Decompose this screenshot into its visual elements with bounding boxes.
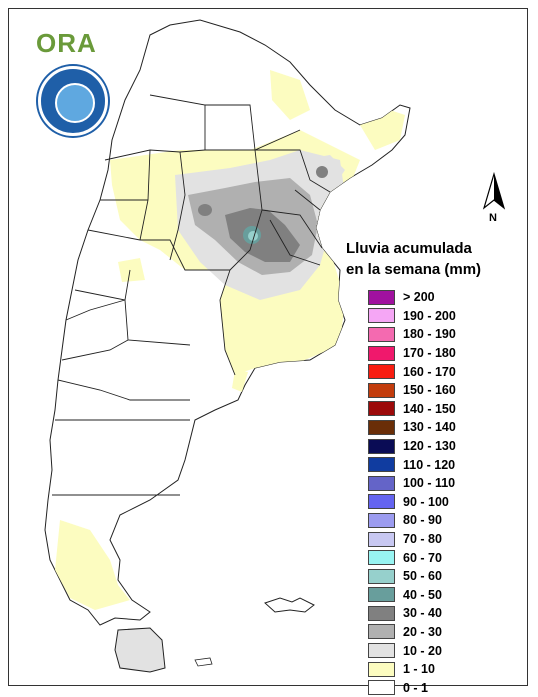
legend-label: 60 - 70 — [403, 550, 442, 565]
ora-logo: ORA — [36, 28, 97, 58]
legend-item: 10 - 20 — [368, 641, 518, 660]
legend-item: 40 - 50 — [368, 586, 518, 605]
legend-label: 170 - 180 — [403, 346, 456, 361]
legend-swatch — [368, 550, 395, 566]
legend-item: 1 - 10 — [368, 660, 518, 679]
legend-swatch — [368, 624, 395, 640]
legend-item: 160 - 170 — [368, 362, 518, 381]
legend-swatch — [368, 438, 395, 454]
legend-title-line2: en la semana (mm) — [346, 261, 482, 278]
legend-label: 110 - 120 — [403, 457, 456, 472]
legend-item: 60 - 70 — [368, 548, 518, 567]
legend-swatch — [368, 531, 395, 547]
legend-label: 190 - 200 — [403, 308, 456, 323]
legend-label: 160 - 170 — [403, 364, 456, 379]
legend-label: 40 - 50 — [403, 587, 442, 602]
legend-swatch — [368, 512, 395, 528]
legend-swatch — [368, 401, 395, 417]
rainfall-legend: > 200 190 - 200 180 - 190 170 - 180 160 - 17… — [368, 288, 518, 697]
legend-label: 1 - 10 — [403, 662, 435, 677]
legend-swatch — [368, 308, 395, 324]
legend-label: 180 - 190 — [403, 327, 456, 342]
legend-item: 170 - 180 — [368, 344, 518, 363]
legend-swatch — [368, 643, 395, 659]
legend-item: 30 - 40 — [368, 604, 518, 623]
legend-label: 30 - 40 — [403, 606, 442, 621]
institution-seal-icon — [38, 66, 108, 136]
legend-title-line1: Lluvia acumulada — [346, 240, 472, 257]
legend-item: 110 - 120 — [368, 455, 518, 474]
legend-label: 80 - 90 — [403, 513, 442, 528]
legend-item: 90 - 100 — [368, 493, 518, 512]
legend-item: 0 - 1 — [368, 678, 518, 697]
legend-label: 70 - 80 — [403, 532, 442, 547]
legend-swatch — [368, 326, 395, 342]
legend-item: 190 - 200 — [368, 307, 518, 326]
north-label: N — [489, 212, 497, 224]
legend-swatch — [368, 289, 395, 305]
legend-swatch — [368, 587, 395, 603]
legend-label: 20 - 30 — [403, 624, 442, 639]
legend-swatch — [368, 661, 395, 677]
legend-label: 10 - 20 — [403, 643, 442, 658]
legend-swatch — [368, 382, 395, 398]
legend-item: > 200 — [368, 288, 518, 307]
legend-item: 100 - 110 — [368, 474, 518, 493]
north-arrow-icon — [482, 172, 506, 210]
legend-swatch — [368, 419, 395, 435]
legend-item: 130 - 140 — [368, 418, 518, 437]
legend-label: 0 - 1 — [403, 680, 429, 695]
legend-label: 50 - 60 — [403, 569, 442, 584]
legend-swatch — [368, 364, 395, 380]
legend-label: 150 - 160 — [403, 383, 456, 398]
legend-label: 130 - 140 — [403, 420, 456, 435]
legend-label: 90 - 100 — [403, 494, 449, 509]
legend-label: 140 - 150 — [403, 401, 456, 416]
legend-item: 180 - 190 — [368, 325, 518, 344]
legend-item: 70 - 80 — [368, 530, 518, 549]
legend-item: 120 - 130 — [368, 437, 518, 456]
legend-item: 50 - 60 — [368, 567, 518, 586]
legend-swatch — [368, 568, 395, 584]
legend-title: Lluvia acumulada en la semana (mm) — [346, 238, 521, 280]
legend-label: > 200 — [403, 290, 435, 305]
legend-swatch — [368, 345, 395, 361]
legend-swatch — [368, 494, 395, 510]
legend-item: 20 - 30 — [368, 623, 518, 642]
legend-swatch — [368, 680, 395, 696]
legend-item: 150 - 160 — [368, 381, 518, 400]
legend-label: 100 - 110 — [403, 476, 456, 491]
legend-swatch — [368, 475, 395, 491]
legend-label: 120 - 130 — [403, 439, 456, 454]
legend-swatch — [368, 457, 395, 473]
legend-swatch — [368, 605, 395, 621]
legend-item: 140 - 150 — [368, 400, 518, 419]
legend-item: 80 - 90 — [368, 511, 518, 530]
